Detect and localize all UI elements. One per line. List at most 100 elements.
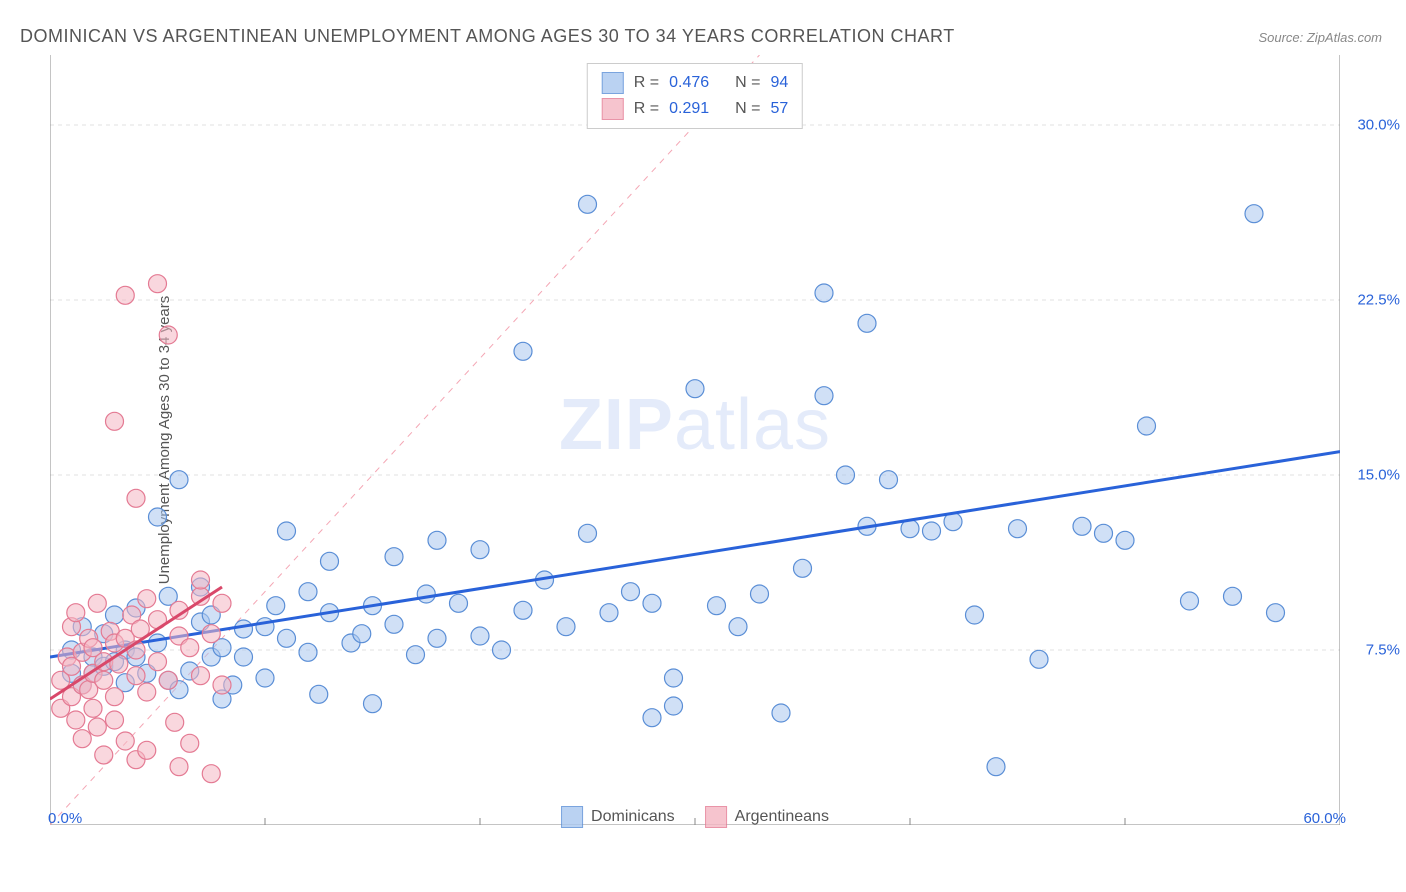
data-point (1116, 531, 1134, 549)
data-point (138, 590, 156, 608)
data-point (1245, 205, 1263, 223)
stat-n-value: 57 (770, 100, 788, 118)
data-point (278, 629, 296, 647)
data-point (815, 387, 833, 405)
data-point (170, 471, 188, 489)
data-point (385, 615, 403, 633)
data-point (310, 685, 328, 703)
data-point (643, 709, 661, 727)
y-tick-label: 15.0% (1357, 467, 1400, 484)
data-point (278, 522, 296, 540)
data-point (794, 559, 812, 577)
data-point (837, 466, 855, 484)
data-point (127, 667, 145, 685)
data-point (73, 730, 91, 748)
data-point (407, 646, 425, 664)
data-point (202, 765, 220, 783)
data-point (450, 594, 468, 612)
data-point (181, 639, 199, 657)
y-tick-label: 30.0% (1357, 117, 1400, 134)
stat-r-label: R = (634, 74, 659, 92)
data-point (514, 601, 532, 619)
data-point (127, 489, 145, 507)
data-point (299, 643, 317, 661)
data-point (192, 667, 210, 685)
data-point (417, 585, 435, 603)
data-point (1138, 417, 1156, 435)
y-tick-label: 22.5% (1357, 292, 1400, 309)
data-point (353, 625, 371, 643)
data-point (1224, 587, 1242, 605)
data-point (95, 746, 113, 764)
data-point (192, 571, 210, 589)
legend-label: Argentineans (735, 808, 829, 826)
data-point (67, 604, 85, 622)
data-point (106, 711, 124, 729)
data-point (622, 583, 640, 601)
x-tick-label: 0.0% (48, 810, 82, 827)
data-point (202, 625, 220, 643)
chart-title: DOMINICAN VS ARGENTINEAN UNEMPLOYMENT AM… (20, 26, 955, 47)
data-point (772, 704, 790, 722)
data-point (170, 758, 188, 776)
data-point (1030, 650, 1048, 668)
data-point (116, 286, 134, 304)
data-point (267, 597, 285, 615)
data-point (1073, 517, 1091, 535)
data-point (1267, 604, 1285, 622)
data-point (149, 275, 167, 293)
chart-stage: Unemployment Among Ages 30 to 34 years Z… (50, 55, 1340, 825)
data-point (923, 522, 941, 540)
x-tick-label: 60.0% (1303, 810, 1346, 827)
data-point (471, 541, 489, 559)
y-tick-label: 7.5% (1366, 642, 1400, 659)
legend-label: Dominicans (591, 808, 675, 826)
data-point (600, 604, 618, 622)
data-point (138, 741, 156, 759)
data-point (729, 618, 747, 636)
data-point (138, 683, 156, 701)
data-point (235, 620, 253, 638)
data-point (235, 648, 253, 666)
data-point (299, 583, 317, 601)
stat-n-value: 94 (770, 74, 788, 92)
stats-row: R =0.291N =57 (602, 96, 788, 122)
data-point (514, 342, 532, 360)
data-point (1181, 592, 1199, 610)
data-point (665, 697, 683, 715)
data-point (88, 594, 106, 612)
data-point (665, 669, 683, 687)
data-point (708, 597, 726, 615)
data-point (106, 688, 124, 706)
legend-item: Argentineans (705, 806, 829, 828)
data-point (106, 606, 124, 624)
stats-legend: R =0.476N =94R =0.291N =57 (587, 63, 803, 129)
chart-source: Source: ZipAtlas.com (1258, 30, 1382, 45)
data-point (159, 671, 177, 689)
stat-r-label: R = (634, 100, 659, 118)
data-point (643, 594, 661, 612)
data-point (428, 531, 446, 549)
data-point (880, 471, 898, 489)
data-point (116, 732, 134, 750)
stats-row: R =0.476N =94 (602, 70, 788, 96)
data-point (557, 618, 575, 636)
data-point (428, 629, 446, 647)
data-point (256, 669, 274, 687)
legend-swatch (561, 806, 583, 828)
scatter-plot (50, 55, 1340, 825)
data-point (149, 653, 167, 671)
trend-line (50, 452, 1340, 657)
legend-item: Dominicans (561, 806, 675, 828)
data-point (858, 314, 876, 332)
series-legend: Dominicans Argentineans (561, 806, 829, 828)
data-point (471, 627, 489, 645)
data-point (579, 195, 597, 213)
data-point (385, 548, 403, 566)
data-point (493, 641, 511, 659)
data-point (149, 634, 167, 652)
data-point (815, 284, 833, 302)
data-point (166, 713, 184, 731)
stat-r-value: 0.476 (669, 74, 715, 92)
data-point (84, 699, 102, 717)
